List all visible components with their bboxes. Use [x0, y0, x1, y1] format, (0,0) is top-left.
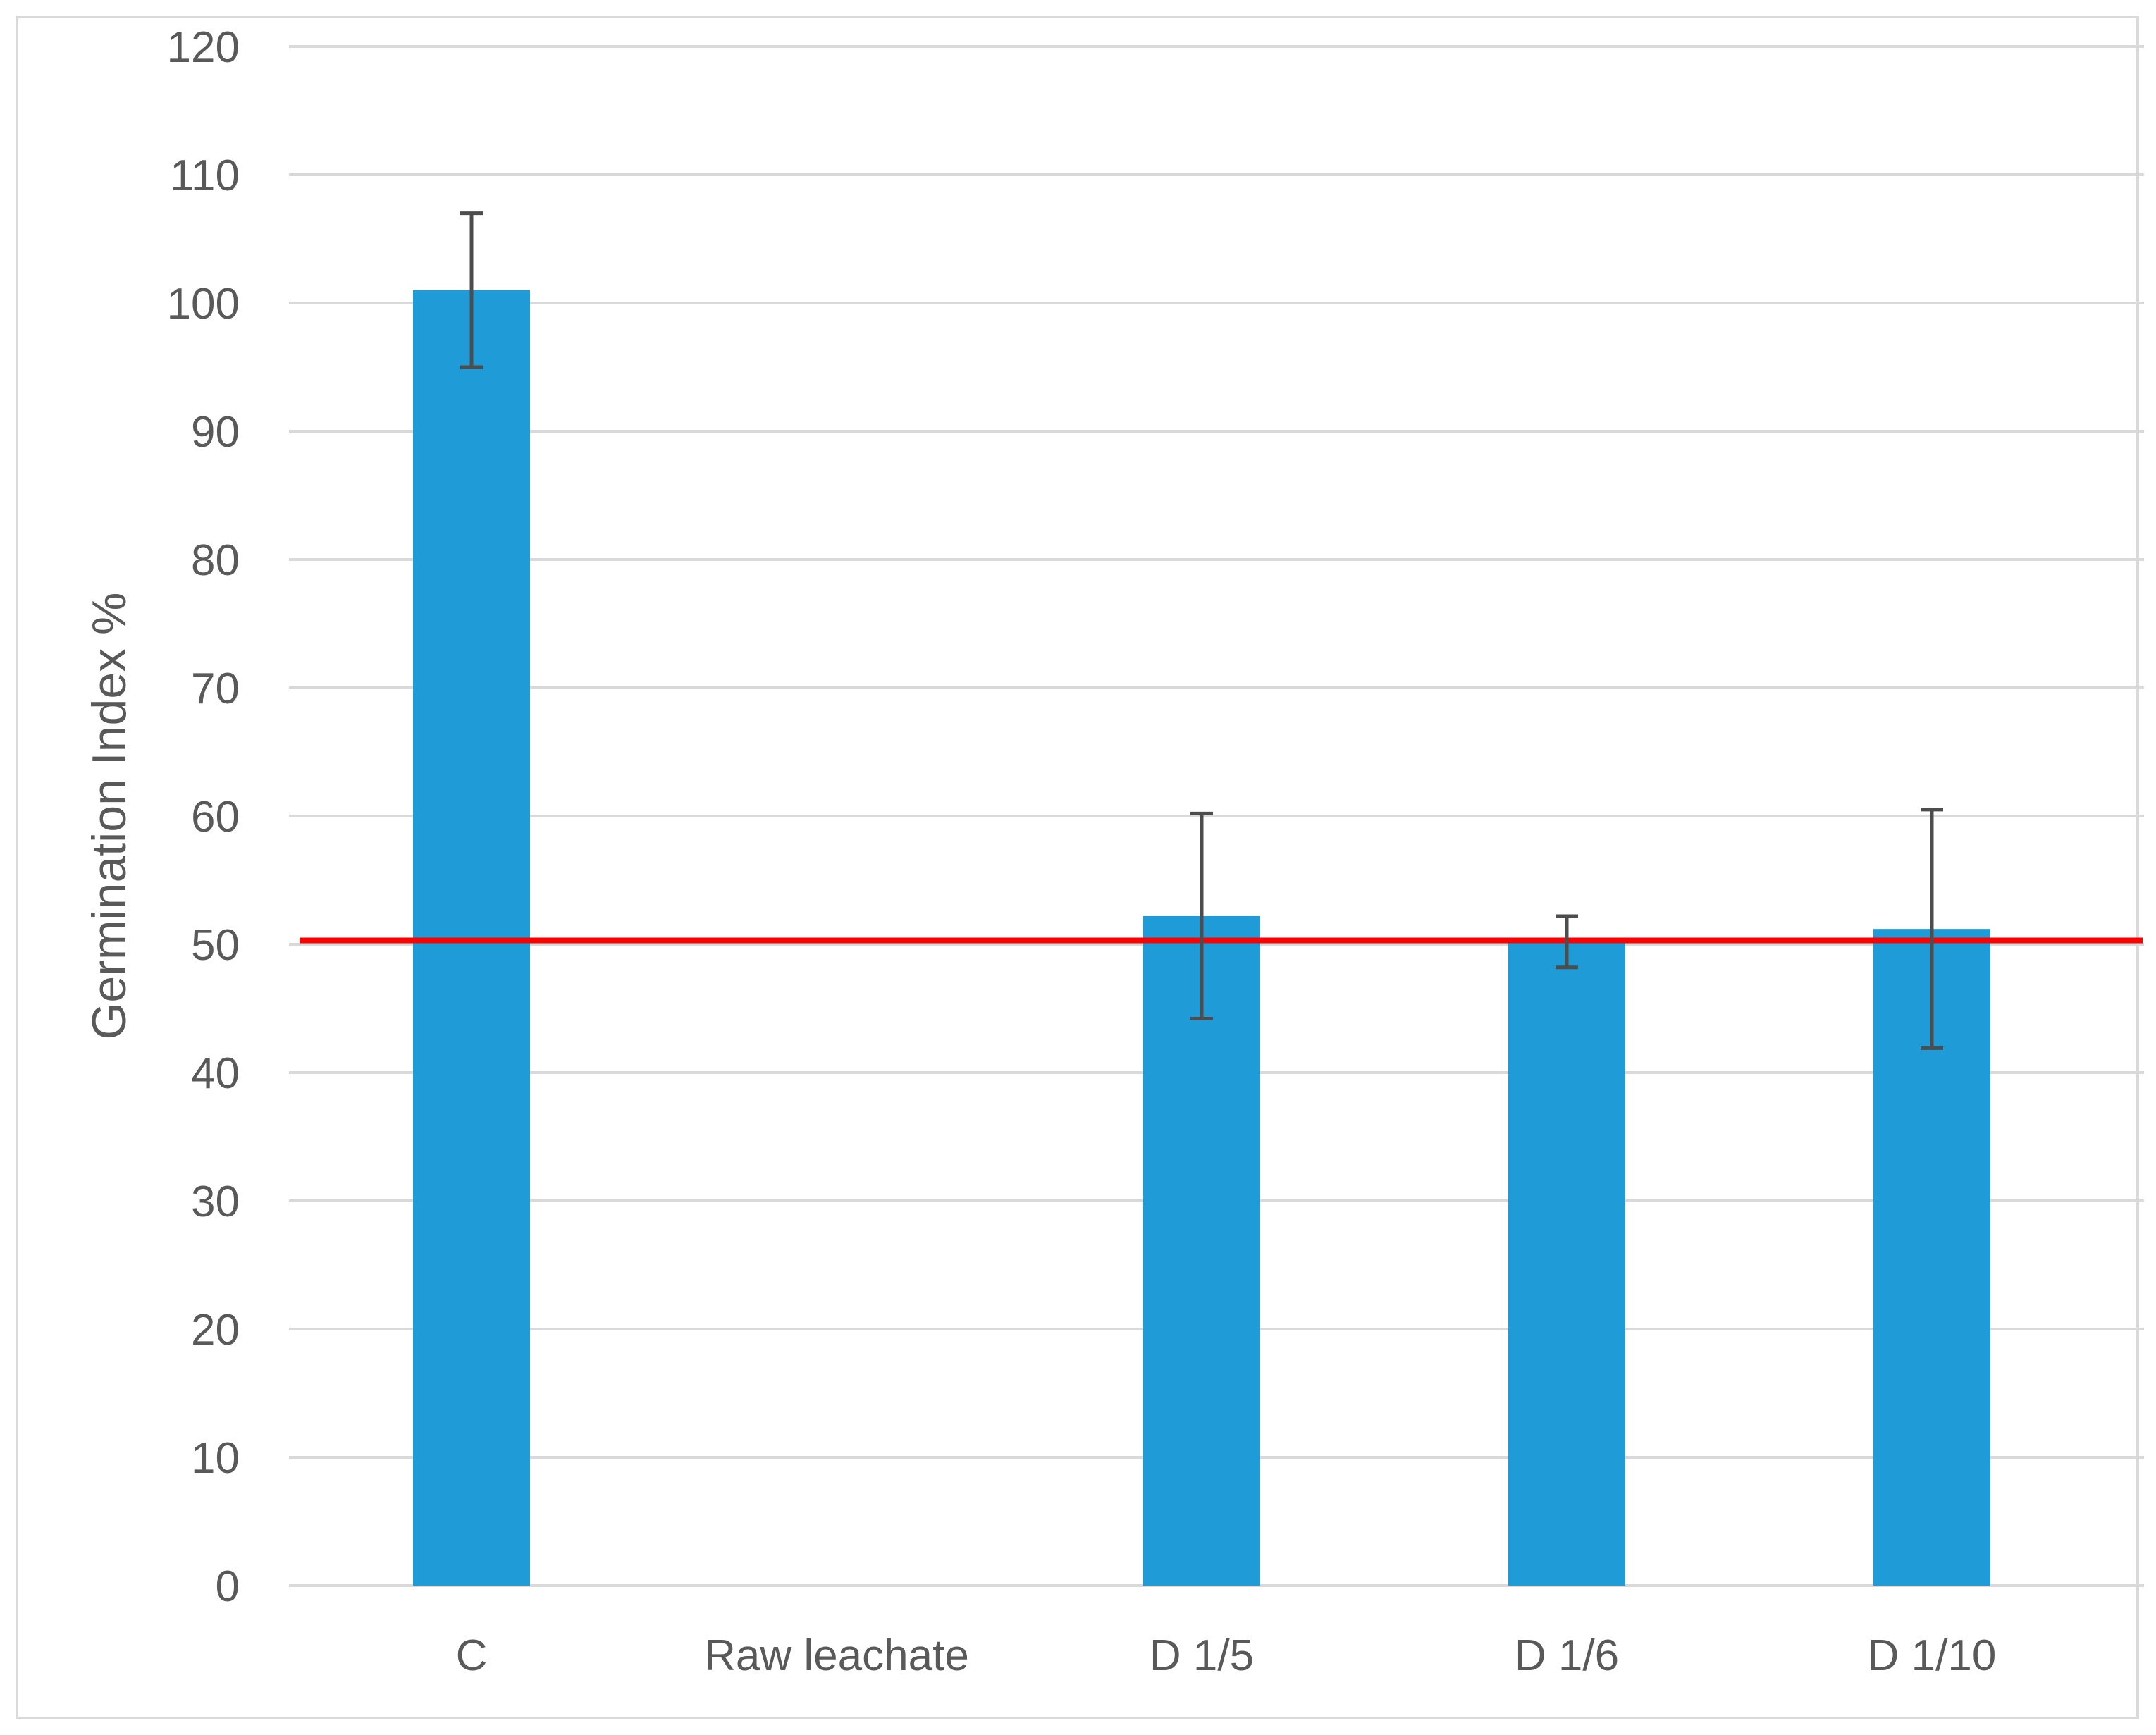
y-tick-label: 100: [167, 280, 240, 328]
x-tick-label: D 1/10: [1868, 1631, 1997, 1680]
bar-3: [1508, 941, 1625, 1586]
y-tick-label: 40: [191, 1049, 240, 1098]
y-tick-label: 60: [191, 793, 240, 841]
x-tick-label: D 1/5: [1150, 1631, 1254, 1680]
gridlines: [289, 45, 2144, 1587]
error-bar-3: [1556, 914, 1578, 970]
y-tick-label: 120: [167, 23, 240, 72]
y-tick-label: 10: [191, 1434, 240, 1483]
x-axis-labels: C Raw leachate D 1/5 D 1/6 D 1/10: [456, 1631, 1997, 1680]
x-tick-label: C: [456, 1631, 488, 1680]
y-axis-ticks: 0 10 20 30 40 50 60 70 80 90 100 110 120: [167, 23, 240, 1611]
y-tick-label: 110: [170, 152, 240, 200]
y-tick-label: 20: [191, 1306, 240, 1354]
bar-2: [1143, 915, 1260, 1586]
y-tick-label: 30: [191, 1178, 240, 1226]
error-bar-2: [1190, 811, 1213, 1021]
y-tick-label: 0: [216, 1562, 240, 1611]
error-bars: [460, 211, 1943, 1050]
x-tick-label: Raw leachate: [704, 1631, 969, 1680]
y-tick-label: 90: [191, 408, 240, 457]
error-bar-0: [460, 211, 483, 369]
y-tick-label: 80: [191, 536, 240, 585]
bars: [413, 290, 1990, 1586]
chart-frame: [16, 16, 2139, 1719]
x-tick-label: D 1/6: [1515, 1631, 1619, 1680]
error-bar-4: [1921, 808, 1943, 1050]
y-axis-title: Germination Index %: [82, 593, 136, 1040]
y-tick-label: 50: [191, 921, 240, 970]
y-tick-label: 70: [191, 665, 240, 713]
